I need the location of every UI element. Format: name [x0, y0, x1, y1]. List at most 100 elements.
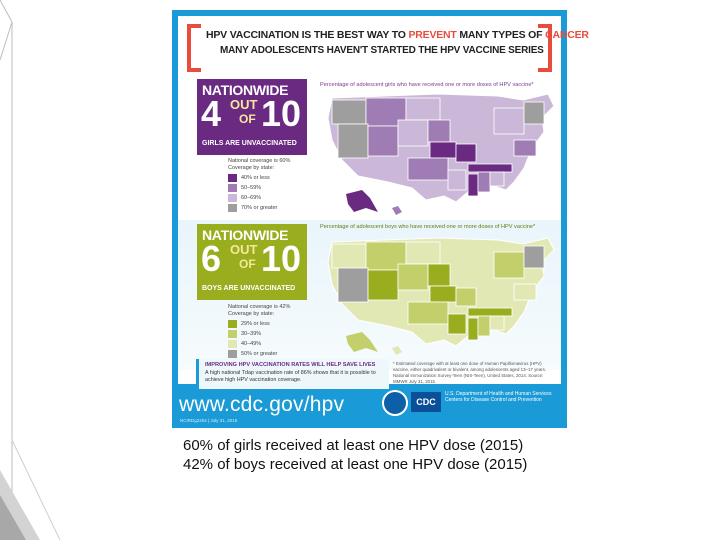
badge-subtitle: BOYS ARE UNVACCINATED	[202, 285, 296, 292]
callout-title: IMPROVING HPV VACCINATION RATES WILL HEL…	[205, 362, 376, 368]
cdc-logo: CDC	[411, 392, 441, 412]
agency-name: U.S. Department of Health and Human Serv…	[445, 391, 552, 403]
legend-bystate: Coverage by state:	[228, 165, 275, 171]
badge-out: OUT	[230, 97, 258, 112]
state-block	[493, 251, 525, 279]
state-block	[489, 315, 505, 331]
legend-swatch	[228, 340, 237, 348]
state-block	[455, 143, 477, 163]
legend-national: National coverage is 42%	[228, 304, 291, 310]
subheadline: MANY ADOLESCENTS HAVEN'T STARTED THE HPV…	[220, 45, 544, 56]
state-block	[523, 245, 545, 269]
state-block	[493, 107, 525, 135]
badge-subtitle: GIRLS ARE UNVACCINATED	[202, 140, 297, 147]
callout-box: IMPROVING HPV VACCINATION RATES WILL HEL…	[196, 359, 389, 389]
badge-of: OF	[239, 257, 256, 271]
state-block	[523, 101, 545, 125]
state-block	[367, 125, 399, 157]
girls-legend: National coverage is 60% Coverage by sta…	[228, 158, 290, 212]
legend-swatch	[228, 174, 237, 182]
left-bracket	[187, 24, 201, 72]
state-block	[367, 269, 399, 301]
legend-label: 30–39%	[241, 331, 262, 337]
state-block	[447, 313, 467, 335]
state-block	[427, 119, 451, 143]
state-block	[365, 241, 407, 271]
state-block	[513, 283, 537, 301]
badge-count: 4	[201, 93, 222, 134]
legend-swatch	[228, 350, 237, 358]
legend-swatch	[228, 204, 237, 212]
legend-label: 50–59%	[241, 185, 262, 191]
slide-caption: 60% of girls received at least one HPV d…	[183, 436, 527, 474]
headline: HPV VACCINATION IS THE BEST WAY TO PREVE…	[206, 29, 589, 41]
alaska-shape	[346, 190, 378, 212]
state-block	[467, 317, 479, 341]
corner-decoration	[0, 0, 90, 540]
badge-total: 10	[261, 93, 302, 134]
boys-unvaccinated-badge: NATIONWIDE 6 OUT OF 10 BOYS ARE UNVACCIN…	[197, 224, 307, 300]
right-bracket	[538, 24, 552, 72]
badge-total: 10	[261, 238, 302, 279]
state-block	[513, 139, 537, 157]
girls-us-map	[327, 93, 555, 215]
state-block	[331, 243, 367, 269]
poster-footer: www.cdc.gov/hpv NCIRDg2204 | July 31, 20…	[172, 385, 567, 428]
hawaii-shape	[392, 206, 402, 215]
legend-label: 40–49%	[241, 341, 262, 347]
badge-count: 6	[201, 238, 222, 279]
cdc-url-link[interactable]: www.cdc.gov/hpv	[179, 393, 345, 416]
state-block	[427, 263, 451, 287]
alaska-shape	[346, 332, 378, 352]
badge-nationwide: NATIONWIDE	[202, 227, 289, 243]
state-block	[405, 241, 441, 265]
badge-of: OF	[239, 112, 256, 126]
caption-line-boys: 42% of boys received at least one HPV do…	[183, 456, 528, 473]
legend-bystate: Coverage by state:	[228, 311, 275, 317]
girls-unvaccinated-badge: NATIONWIDE 4 OUT OF 10 GIRLS ARE UNVACCI…	[197, 79, 307, 155]
state-block	[397, 263, 429, 291]
legend-label: 70% or greater	[241, 205, 278, 211]
footnote: * Estimated coverage with at least one d…	[393, 361, 547, 384]
girls-map-title: Percentage of adolescent girls who have …	[320, 82, 534, 88]
legend-label: 29% or less	[241, 321, 270, 327]
state-block	[331, 99, 367, 125]
state-block	[467, 163, 513, 173]
state-block	[467, 307, 513, 317]
legend-swatch	[228, 194, 237, 202]
badge-out: OUT	[230, 242, 258, 257]
publication-code: NCIRDg2204 | July 31, 2015	[180, 418, 238, 423]
legend-national: National coverage is 60%	[228, 158, 291, 164]
boys-map-title: Percentage of adolescent boys who have r…	[320, 224, 536, 230]
state-block	[489, 171, 505, 187]
state-block	[405, 97, 441, 121]
callout-body: A high national Tdap vaccination rate of…	[205, 370, 376, 383]
caption-line-girls: 60% of girls received at least one HPV d…	[183, 437, 524, 454]
boys-us-map	[327, 237, 555, 355]
legend-swatch	[228, 330, 237, 338]
legend-swatch	[228, 184, 237, 192]
state-block	[447, 169, 467, 191]
boys-legend: National coverage is 42% Coverage by sta…	[228, 304, 290, 358]
state-block	[467, 173, 479, 197]
state-block	[407, 157, 449, 181]
state-block	[429, 141, 457, 159]
state-block	[337, 267, 369, 303]
hpv-infographic: HPV VACCINATION IS THE BEST WAY TO PREVE…	[172, 10, 589, 428]
hawaii-shape	[392, 346, 402, 355]
headline-block: HPV VACCINATION IS THE BEST WAY TO PREVE…	[178, 16, 589, 72]
legend-label: 60–69%	[241, 195, 262, 201]
legend-label: 40% or less	[241, 175, 270, 181]
legend-swatch	[228, 320, 237, 328]
state-block	[455, 287, 477, 307]
state-block	[397, 119, 429, 147]
legend-label: 50% or greater	[241, 351, 278, 357]
state-block	[337, 123, 369, 159]
hhs-seal-icon	[382, 390, 408, 416]
state-block	[365, 97, 407, 127]
state-block	[429, 285, 457, 303]
state-block	[477, 315, 491, 337]
state-block	[407, 301, 449, 325]
badge-nationwide: NATIONWIDE	[202, 82, 289, 98]
state-block	[477, 171, 491, 193]
